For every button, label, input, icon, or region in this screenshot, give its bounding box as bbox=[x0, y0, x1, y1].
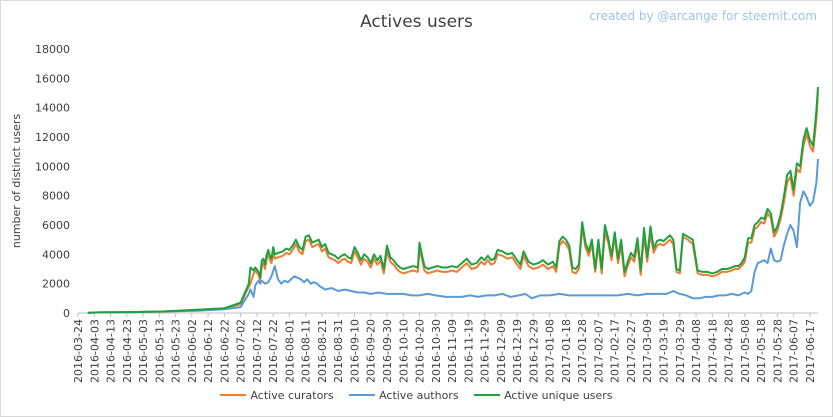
x-tick-label: 2017-06-17 bbox=[804, 319, 817, 383]
x-tick-label: 2017-05-18 bbox=[755, 319, 768, 383]
x-tick-label: 2017-01-08 bbox=[544, 319, 557, 383]
x-tick-label: 2016-09-20 bbox=[365, 319, 378, 383]
x-tick-label: 2016-10-20 bbox=[414, 319, 427, 383]
y-tick-label: 2000 bbox=[42, 278, 70, 291]
x-tick-label: 2016-04-23 bbox=[121, 319, 134, 383]
x-tick-label: 2016-11-09 bbox=[446, 319, 459, 383]
x-tick-label: 2016-05-13 bbox=[153, 319, 166, 383]
x-tick-label: 2016-09-10 bbox=[348, 319, 361, 383]
x-tick-label: 2016-07-22 bbox=[267, 319, 280, 383]
x-tick-label: 2016-05-23 bbox=[170, 319, 183, 383]
y-tick-label: 14000 bbox=[35, 102, 70, 115]
y-tick-label: 6000 bbox=[42, 219, 70, 232]
x-tick-label: 2016-06-12 bbox=[202, 319, 215, 383]
x-tick-label: 2017-02-27 bbox=[625, 319, 638, 383]
y-tick-label: 8000 bbox=[42, 190, 70, 203]
x-tick-label: 2016-10-10 bbox=[397, 319, 410, 383]
x-tick-label: 2017-03-09 bbox=[641, 319, 654, 383]
legend-label-authors: Active authors bbox=[379, 388, 459, 402]
legend-item-authors: Active authors bbox=[349, 389, 459, 402]
x-tick-label: 2017-06-07 bbox=[788, 319, 801, 383]
x-tick-label: 2016-12-09 bbox=[495, 319, 508, 383]
x-tick-label: 2016-07-02 bbox=[235, 319, 248, 383]
x-tick-label: 2017-04-28 bbox=[723, 319, 736, 383]
x-tick-label: 2016-05-03 bbox=[137, 319, 150, 383]
y-tick-label: 4000 bbox=[42, 248, 70, 261]
legend-label-curators: Active curators bbox=[250, 388, 334, 402]
x-tick-label: 2016-04-03 bbox=[88, 319, 101, 383]
x-tick-label: 2016-11-19 bbox=[462, 319, 475, 383]
legend-label-unique-users: Active unique users bbox=[504, 388, 613, 402]
x-tick-label: 2016-04-13 bbox=[105, 319, 118, 383]
y-tick-label: 12000 bbox=[35, 131, 70, 144]
legend-swatch-authors bbox=[349, 394, 376, 396]
x-tick-label: 2017-02-17 bbox=[609, 319, 622, 383]
y-tick-label: 18000 bbox=[35, 43, 70, 56]
x-tick-label: 2016-12-19 bbox=[511, 319, 524, 383]
x-tick-label: 2016-03-24 bbox=[72, 319, 85, 383]
x-tick-label: 2017-02-07 bbox=[592, 319, 605, 383]
x-tick-label: 2016-08-11 bbox=[300, 319, 313, 383]
x-tick-label: 2017-04-08 bbox=[690, 319, 703, 383]
x-tick-label: 2017-04-18 bbox=[706, 319, 719, 383]
x-tick-label: 2017-03-19 bbox=[657, 319, 670, 383]
chart-title: Actives users bbox=[360, 12, 473, 32]
x-tick-label: 2016-06-22 bbox=[218, 319, 231, 383]
y-tick-label: 0 bbox=[63, 307, 70, 320]
series-line-unique-users bbox=[87, 87, 819, 314]
legend-item-unique-users: Active unique users bbox=[474, 388, 613, 402]
x-tick-label: 2016-12-29 bbox=[527, 319, 540, 383]
credit-text: created by @arcange for steemit.com bbox=[589, 9, 817, 23]
legend-swatch-unique-users bbox=[474, 394, 501, 396]
y-tick-label: 16000 bbox=[35, 72, 70, 85]
x-tick-label: 2016-08-21 bbox=[316, 319, 329, 383]
x-tick-label: 2016-09-30 bbox=[381, 319, 394, 383]
x-tick-label: 2016-11-29 bbox=[479, 319, 492, 383]
x-tick-label: 2016-08-31 bbox=[332, 319, 345, 383]
x-tick-label: 2017-01-18 bbox=[560, 319, 573, 383]
x-tick-label: 2017-05-28 bbox=[771, 319, 784, 383]
y-axis-label: number of distinct users bbox=[10, 114, 23, 248]
legend-item-curators: Active curators bbox=[220, 388, 334, 402]
x-tick-label: 2016-08-01 bbox=[283, 319, 296, 383]
y-tick-label: 10000 bbox=[35, 160, 70, 173]
series-line-curators bbox=[87, 91, 819, 314]
legend-swatch-curators bbox=[220, 394, 247, 396]
x-tick-label: 2017-03-29 bbox=[674, 319, 687, 383]
x-tick-label: 2017-05-08 bbox=[739, 319, 752, 383]
series-line-authors bbox=[87, 158, 819, 314]
x-tick-label: 2016-10-30 bbox=[430, 319, 443, 383]
legend: Active curators Active authors Active un… bbox=[0, 386, 833, 402]
x-tick-label: 2016-07-12 bbox=[251, 319, 264, 383]
x-tick-label: 2017-01-28 bbox=[576, 319, 589, 383]
x-tick-label: 2016-06-02 bbox=[186, 319, 199, 383]
